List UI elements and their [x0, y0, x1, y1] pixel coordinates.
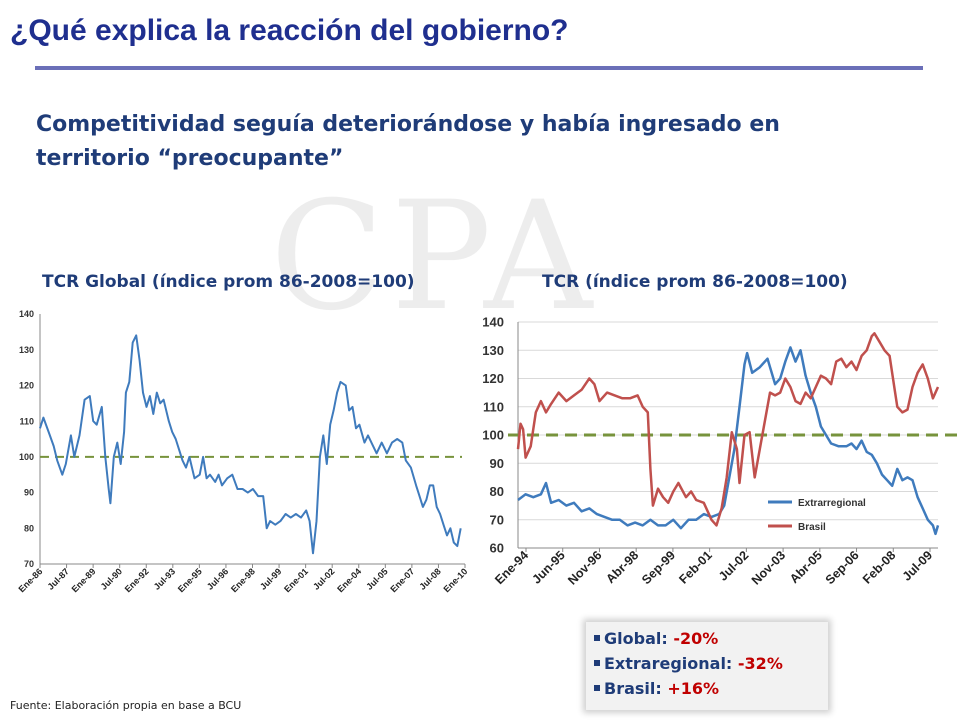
bullet-icon [594, 684, 600, 691]
x-tick-label: Ene-98 [229, 566, 257, 594]
x-tick-label: Ene-10 [441, 566, 469, 594]
x-tick-label: Sep-99 [639, 548, 678, 587]
summary-label: Brasil: [604, 679, 668, 698]
y-tick-label: 80 [24, 523, 34, 533]
y-tick-label: 70 [24, 559, 34, 569]
y-tick-label: 110 [19, 416, 34, 426]
x-tick-label: Ene-01 [282, 566, 310, 594]
legend-label: Extrarregional [798, 498, 866, 509]
y-tick-label: 100 [482, 428, 504, 443]
y-tick-label: 140 [482, 315, 504, 330]
x-tick-label: Jul-09 [900, 548, 935, 583]
bullet-icon [594, 659, 600, 666]
x-tick-label: Nov-03 [749, 548, 788, 587]
summary-value: -32% [737, 654, 783, 673]
y-tick-label: 80 [490, 484, 504, 499]
y-tick-label: 130 [19, 345, 34, 355]
x-tick-label: Sep-06 [823, 548, 862, 587]
x-tick-label: Jul-99 [258, 566, 283, 591]
title-underline [35, 66, 923, 70]
x-tick-label: Feb-01 [676, 548, 714, 586]
x-tick-label: Nov-96 [565, 548, 604, 587]
y-tick-label: 90 [490, 456, 504, 471]
x-tick-label: Abr-05 [787, 548, 825, 586]
y-tick-label: 100 [19, 452, 34, 462]
bullet-icon [594, 634, 600, 641]
y-tick-label: 140 [19, 309, 34, 319]
x-tick-label: Ene-95 [176, 566, 204, 594]
x-tick-label: Jul-96 [205, 566, 230, 591]
summary-value: +16% [667, 679, 720, 698]
x-tick-label: Jul-93 [152, 566, 177, 591]
summary-label: Global: [604, 629, 674, 648]
y-tick-label: 110 [483, 399, 504, 414]
cpa-watermark: CPA [270, 170, 599, 344]
x-tick-label: Jun-95 [529, 548, 567, 586]
summary-label: Extraregional: [604, 654, 738, 673]
slide-subtitle: Competitividad seguía deteriorándose y h… [36, 112, 780, 171]
chart-bilateral: 60708090100110120130140Ene-94Jun-95Nov-9… [482, 315, 958, 588]
y-tick-label: 60 [490, 541, 504, 556]
y-tick-label: 120 [482, 371, 504, 386]
x-tick-label: Jul-90 [99, 566, 124, 591]
summary-item-global: Global: -20% [594, 626, 828, 651]
x-tick-label: Jul-02 [716, 548, 751, 583]
x-tick-label: Jul-87 [46, 566, 71, 591]
series-line-global [39, 334, 462, 555]
y-tick-label: 90 [24, 488, 34, 498]
x-tick-label: Abr-98 [603, 548, 641, 586]
y-tick-label: 70 [490, 512, 504, 527]
x-tick-label: Ene-86 [16, 566, 44, 594]
summary-item-extraregional: Extraregional: -32% [594, 651, 828, 676]
chart-global-title: TCR Global (índice prom 86-2008=100) [42, 272, 415, 292]
source-note: Fuente: Elaboración propia en base a BCU [10, 699, 242, 712]
y-tick-label: 130 [482, 343, 504, 358]
x-tick-label: Ene-07 [388, 566, 416, 594]
series-line-extrarregional [517, 346, 940, 536]
slide-title: ¿Qué explica la reacción del gobierno? [10, 14, 569, 47]
x-tick-label: Feb-08 [860, 548, 898, 586]
x-tick-label: Jul-02 [311, 566, 336, 591]
x-tick-label: Ene-89 [70, 566, 98, 594]
x-tick-label: Ene-04 [335, 566, 363, 594]
summary-value: -20% [673, 629, 719, 648]
summary-box: Global: -20% Extraregional: -32% Brasil:… [586, 622, 828, 710]
series-line-brasil [516, 332, 940, 527]
y-tick-label: 120 [19, 381, 34, 391]
chart-bilateral-title: TCR (índice prom 86-2008=100) [542, 272, 848, 292]
x-tick-label: Jul-08 [417, 566, 442, 591]
x-tick-label: Ene-92 [123, 566, 151, 594]
summary-item-brasil: Brasil: +16% [594, 676, 828, 701]
x-tick-label: Jul-05 [364, 566, 389, 591]
legend-label: Brasil [798, 522, 826, 533]
